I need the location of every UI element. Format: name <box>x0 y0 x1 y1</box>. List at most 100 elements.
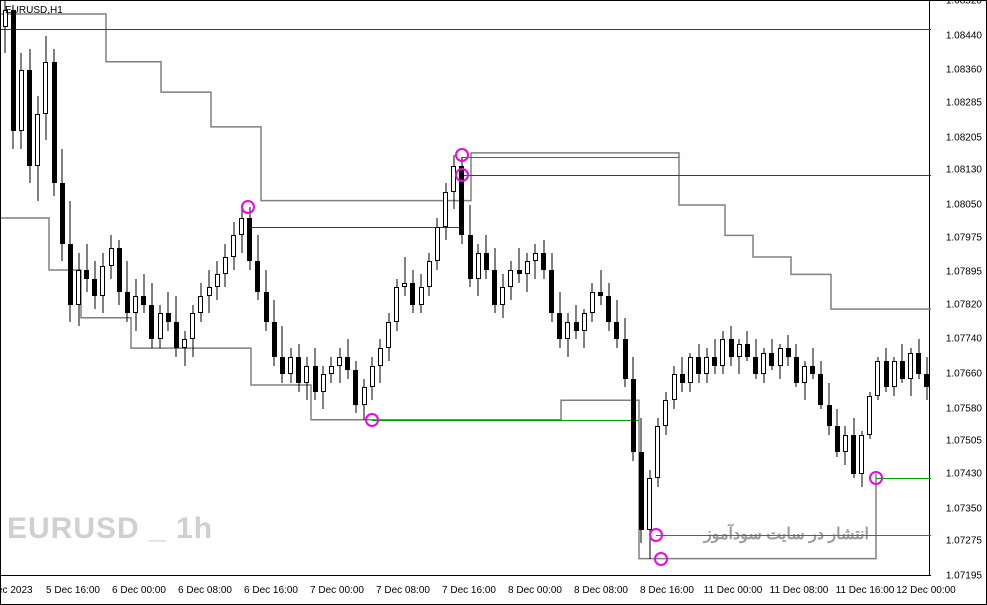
x-tick-label: 12 Dec 00:00 <box>896 585 956 596</box>
candle <box>35 1 40 576</box>
candle <box>916 1 921 576</box>
candle <box>590 1 595 576</box>
x-tick-label: 5 Dec 2023 <box>0 585 33 596</box>
candle <box>353 1 358 576</box>
candle <box>419 1 424 576</box>
candle <box>166 1 171 576</box>
candle <box>631 1 636 576</box>
candle <box>443 1 448 576</box>
candle <box>329 1 334 576</box>
signal-marker-4 <box>455 168 469 182</box>
candle <box>313 1 318 576</box>
y-tick-label: 1.08130 <box>946 165 982 176</box>
candle <box>60 1 65 576</box>
candle <box>525 1 530 576</box>
x-tick-label: 6 Dec 08:00 <box>178 585 232 596</box>
y-tick-label: 1.07275 <box>946 536 982 547</box>
candle <box>892 1 897 576</box>
candle <box>158 1 163 576</box>
candle <box>672 1 677 576</box>
candle <box>623 1 628 576</box>
candle <box>533 1 538 576</box>
y-tick-label: 1.07195 <box>946 571 982 582</box>
candle <box>794 1 799 576</box>
candle <box>680 1 685 576</box>
x-tick-label: 5 Dec 16:00 <box>46 585 100 596</box>
candle <box>574 1 579 576</box>
candle <box>304 1 309 576</box>
candle <box>68 1 73 576</box>
candle <box>117 1 122 576</box>
candle <box>468 1 473 576</box>
instrument-label: EURUSD,H1 <box>5 5 63 16</box>
candle <box>410 1 415 576</box>
candle <box>582 1 587 576</box>
candle <box>802 1 807 576</box>
candle <box>484 1 489 576</box>
candle <box>52 1 57 576</box>
candle <box>141 1 146 576</box>
candle <box>517 1 522 576</box>
candle <box>321 1 326 576</box>
time-axis: 5 Dec 20235 Dec 16:006 Dec 00:006 Dec 08… <box>1 575 931 604</box>
candle <box>288 1 293 576</box>
candle <box>614 1 619 576</box>
candle <box>43 1 48 576</box>
candle <box>492 1 497 576</box>
candle <box>394 1 399 576</box>
x-tick-label: 8 Dec 16:00 <box>640 585 694 596</box>
signal-marker-5 <box>649 528 663 542</box>
candle <box>688 1 693 576</box>
y-tick-label: 1.07350 <box>946 503 982 514</box>
candle <box>851 1 856 576</box>
candle <box>459 1 464 576</box>
candle <box>753 1 758 576</box>
candle <box>296 1 301 576</box>
candle <box>500 1 505 576</box>
candle <box>84 1 89 576</box>
candle <box>827 1 832 576</box>
candle <box>859 1 864 576</box>
candle <box>761 1 766 576</box>
y-tick-label: 1.07660 <box>946 369 982 380</box>
y-tick-label: 1.07505 <box>946 436 982 447</box>
y-tick-label: 1.07895 <box>946 267 982 278</box>
candle <box>11 1 16 576</box>
x-tick-label: 11 Dec 00:00 <box>704 585 763 596</box>
candle <box>745 1 750 576</box>
candle <box>541 1 546 576</box>
signal-marker-7 <box>869 471 883 485</box>
candle <box>818 1 823 576</box>
y-tick-label: 1.08440 <box>946 30 982 41</box>
candle <box>337 1 342 576</box>
candle <box>786 1 791 576</box>
candle <box>239 1 244 576</box>
candle <box>769 1 774 576</box>
candle <box>231 1 236 576</box>
candle <box>125 1 130 576</box>
y-tick-label: 1.07740 <box>946 334 982 345</box>
x-tick-label: 11 Dec 16:00 <box>836 585 895 596</box>
candle <box>427 1 432 576</box>
signal-marker-3 <box>455 148 469 162</box>
candle <box>19 1 24 576</box>
candle <box>100 1 105 576</box>
candle <box>174 1 179 576</box>
candle <box>835 1 840 576</box>
candle <box>451 1 456 576</box>
candle <box>900 1 905 576</box>
candle <box>247 1 252 576</box>
candle <box>435 1 440 576</box>
candle <box>778 1 783 576</box>
signal-marker-2 <box>365 413 379 427</box>
x-tick-label: 8 Dec 08:00 <box>574 585 628 596</box>
candle <box>280 1 285 576</box>
candle <box>647 1 652 576</box>
candle <box>402 1 407 576</box>
candle <box>3 1 8 576</box>
y-tick-label: 1.08205 <box>946 132 982 143</box>
candle <box>345 1 350 576</box>
candle <box>639 1 644 576</box>
chart-plot-area[interactable]: EURUSD,H1 EURUSD _ 1h انتشار در سایت سود… <box>1 1 931 576</box>
candle <box>696 1 701 576</box>
